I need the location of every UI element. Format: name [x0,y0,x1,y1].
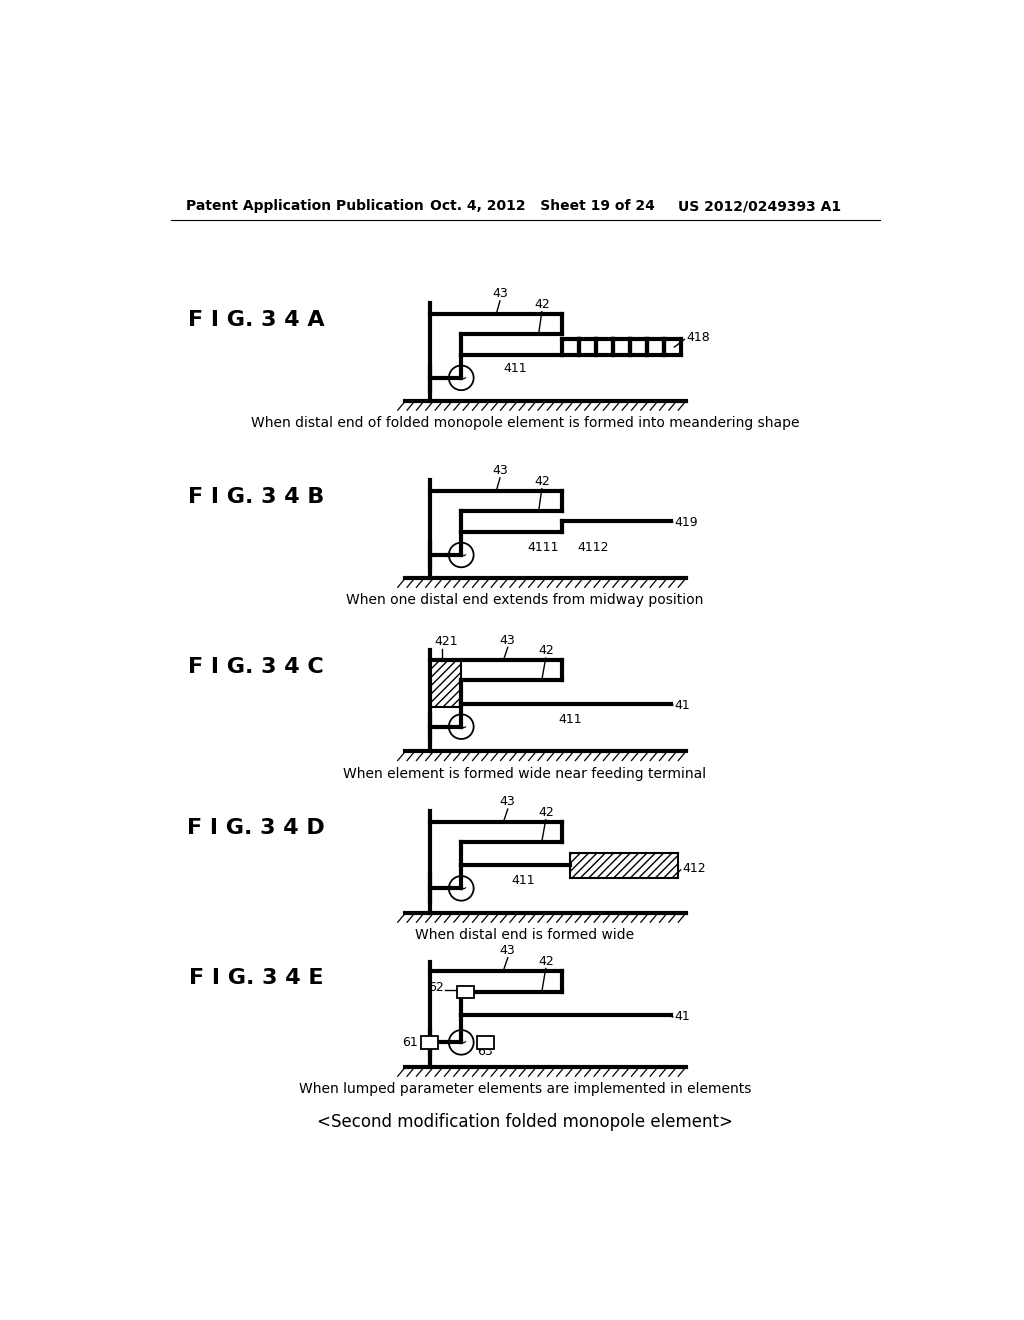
Text: F I G. 3 4 C: F I G. 3 4 C [188,656,324,677]
Text: F I G. 3 4 B: F I G. 3 4 B [187,487,324,507]
Bar [569,853,678,878]
Text: When distal end of folded monopole element is formed into meandering shape: When distal end of folded monopole eleme… [251,416,799,430]
Text: 42: 42 [539,644,554,657]
Text: 42: 42 [535,475,551,488]
Bar [430,660,461,708]
Text: 63: 63 [477,1044,494,1057]
Text: 418: 418 [686,331,710,345]
Text: F I G. 3 4 A: F I G. 3 4 A [187,310,325,330]
Text: When one distal end extends from midway position: When one distal end extends from midway … [346,594,703,607]
Text: 43: 43 [500,634,516,647]
Text: ~: ~ [455,371,468,385]
Text: 41: 41 [675,698,690,711]
Text: 43: 43 [493,465,508,478]
Text: F I G. 3 4 D: F I G. 3 4 D [187,818,325,838]
Text: 421: 421 [434,635,458,648]
Bar [421,1036,438,1048]
Text: 4112: 4112 [578,541,608,554]
Text: 43: 43 [493,286,508,300]
Text: ~: ~ [455,548,468,562]
Text: 61: 61 [402,1036,418,1049]
Text: 4111: 4111 [527,541,558,554]
Bar [458,986,474,998]
Text: 412: 412 [682,862,706,875]
Text: When distal end is formed wide: When distal end is formed wide [416,928,634,942]
Text: 62: 62 [428,981,443,994]
Text: 42: 42 [539,954,554,968]
Text: 419: 419 [675,516,698,529]
Text: ~: ~ [455,1035,468,1049]
Text: ~: ~ [455,719,468,734]
Text: 43: 43 [500,944,516,957]
Text: US 2012/0249393 A1: US 2012/0249393 A1 [678,199,842,213]
Text: 41: 41 [675,1010,690,1023]
Text: 42: 42 [535,298,551,312]
Text: Patent Application Publication: Patent Application Publication [186,199,424,213]
Text: F I G. 3 4 E: F I G. 3 4 E [188,969,324,989]
Bar [477,1036,494,1048]
Text: 411: 411 [558,713,582,726]
Text: 43: 43 [500,795,516,808]
Text: 411: 411 [504,363,527,375]
Text: 411: 411 [511,875,536,887]
Text: 42: 42 [539,807,554,818]
Text: When lumped parameter elements are implemented in elements: When lumped parameter elements are imple… [299,1082,751,1097]
Text: ~: ~ [455,880,468,896]
Text: When element is formed wide near feeding terminal: When element is formed wide near feeding… [343,767,707,780]
Text: Oct. 4, 2012   Sheet 19 of 24: Oct. 4, 2012 Sheet 19 of 24 [430,199,655,213]
Text: <Second modification folded monopole element>: <Second modification folded monopole ele… [316,1113,733,1131]
